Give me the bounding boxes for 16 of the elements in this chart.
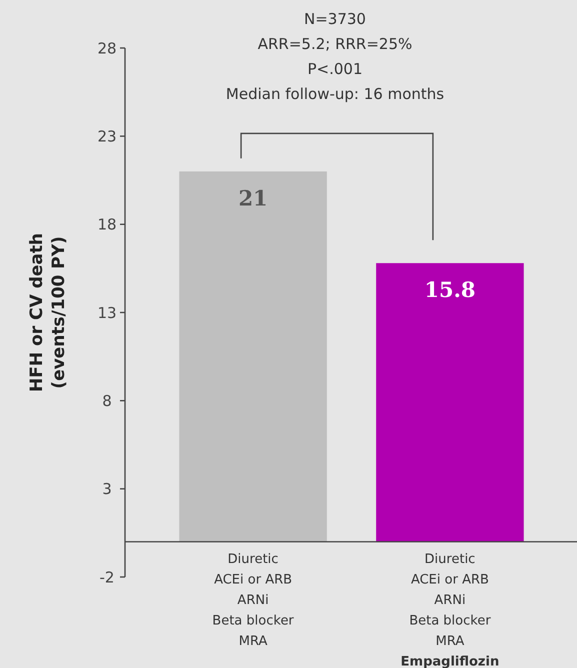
y-tick-label: 8 xyxy=(102,392,112,410)
annotation: P<.001 xyxy=(307,60,363,78)
text: N=3730 xyxy=(304,10,366,28)
y-tick-label: 3 xyxy=(102,480,112,498)
y-tick-label: 13 xyxy=(97,304,117,322)
data-label: 15.8 xyxy=(424,277,476,302)
annotation: Median follow-up: 16 months xyxy=(226,85,444,103)
y-tick-label: 28 xyxy=(97,39,117,58)
x-tick-label: Diuretic ACEi or ARB ARNi Beta blocker MRA xyxy=(212,552,294,649)
y-tick-label: 18 xyxy=(97,216,117,234)
y-tick-label: -2 xyxy=(100,568,114,586)
annotation: ARR=5.2; RRR=25% xyxy=(258,35,412,53)
data-label: 21 xyxy=(238,185,268,210)
y-axis-title: HFH or CV death (events/100 PY) xyxy=(26,233,69,392)
x-tick-label: Diuretic ACEi or ARB ARNi Beta blocker MRA Empagliflozin xyxy=(400,552,500,668)
y-tick-label: 23 xyxy=(97,127,117,146)
